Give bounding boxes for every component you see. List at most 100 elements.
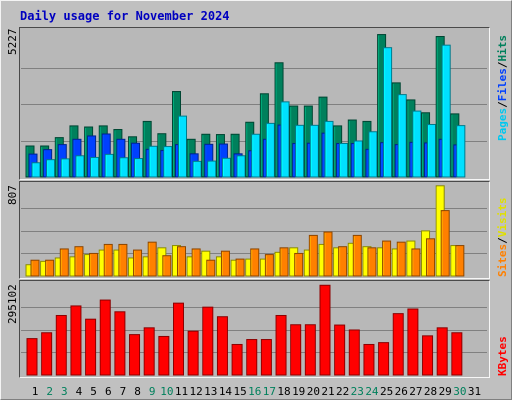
sites-bar-2: [45, 259, 55, 277]
pages-bar-24: [368, 131, 378, 178]
day-label-12: 12: [190, 385, 203, 398]
sites-bar-30: [455, 245, 465, 277]
sites-bar-15: [235, 258, 245, 277]
sites-bar-21: [323, 231, 333, 277]
day-label-7: 7: [120, 385, 127, 398]
kbytes-bar-29: [436, 327, 448, 376]
kbytes-bar-8: [129, 334, 141, 376]
sites-bar-20: [308, 234, 318, 277]
pages-bar-23: [353, 140, 363, 178]
kbytes-bar-17: [260, 339, 272, 376]
sites-bar-9: [147, 241, 157, 277]
kbytes-bar-10: [158, 335, 170, 376]
pages-bar-12: [192, 160, 202, 178]
day-label-17: 17: [263, 385, 276, 398]
sites-bar-4: [74, 246, 84, 277]
sites-bar-18: [279, 247, 289, 277]
kbytes-bar-2: [41, 332, 53, 376]
pages-bar-7: [119, 157, 129, 178]
sites-bar-8: [133, 249, 143, 277]
pages-bar-14: [221, 157, 231, 178]
day-label-25: 25: [380, 385, 393, 398]
day-label-13: 13: [204, 385, 217, 398]
pages-bar-13: [207, 160, 217, 178]
sites-bar-7: [118, 243, 128, 277]
day-label-24: 24: [365, 385, 379, 398]
kbytes-bar-7: [114, 311, 126, 376]
pages-bar-2: [46, 159, 56, 178]
pages-bar-8: [134, 158, 144, 178]
pages-bar-1: [31, 162, 41, 178]
day-label-28: 28: [424, 385, 437, 398]
pages-bar-29: [441, 44, 451, 178]
day-label-10: 10: [160, 385, 173, 398]
sites-bar-16: [250, 248, 260, 277]
kbytes-bar-9: [143, 327, 155, 376]
chart-title: Daily usage for November 2024: [20, 9, 230, 23]
day-label-4: 4: [76, 385, 83, 398]
day-label-29: 29: [439, 385, 452, 398]
sites-bar-3: [59, 248, 69, 277]
kbytes-bar-3: [55, 314, 67, 376]
sites-bar-19: [294, 252, 304, 277]
kbytes-bar-4: [70, 305, 82, 376]
day-label-22: 22: [336, 385, 349, 398]
sites-bar-28: [426, 238, 436, 277]
kbytes-bar-12: [187, 330, 199, 376]
pages-bar-26: [397, 94, 407, 178]
kbytes-bar-22: [334, 324, 346, 376]
kbytes-bar-28: [422, 335, 434, 376]
sites-bar-6: [103, 243, 113, 277]
sites-bar-24: [367, 247, 377, 277]
day-label-18: 18: [277, 385, 290, 398]
kbytes-bar-13: [202, 306, 214, 376]
sites-bar-11: [177, 246, 186, 277]
kbytes-bar-11: [173, 302, 184, 376]
day-label-21: 21: [321, 385, 334, 398]
day-label-15: 15: [233, 385, 246, 398]
day-label-6: 6: [105, 385, 112, 398]
day-label-1: 1: [32, 385, 39, 398]
day-label-5: 5: [90, 385, 97, 398]
day-label-9: 9: [149, 385, 156, 398]
pages-bar-17: [265, 122, 275, 178]
kbytes-bar-26: [392, 313, 404, 376]
pages-bar-27: [412, 110, 422, 178]
sites-bar-5: [89, 252, 99, 277]
day-label-20: 20: [307, 385, 320, 398]
kbytes-bar-1: [26, 338, 38, 376]
pages-bar-6: [104, 153, 114, 178]
pages-bar-28: [427, 123, 437, 178]
day-label-3: 3: [61, 385, 68, 398]
day-label-16: 16: [248, 385, 261, 398]
day-label-14: 14: [219, 385, 233, 398]
sites-bar-22: [338, 246, 348, 277]
day-label-27: 27: [409, 385, 422, 398]
pages-bar-3: [60, 158, 70, 178]
sites-bar-14: [220, 250, 230, 277]
kbytes-bar-21: [319, 284, 331, 376]
sites-bar-10: [162, 255, 172, 277]
day-label-11: 11: [175, 385, 188, 398]
day-label-26: 26: [395, 385, 408, 398]
sites-bar-25: [382, 240, 392, 277]
sites-bar-27: [411, 248, 421, 277]
pages-bar-30: [456, 125, 466, 178]
pages-bar-21: [324, 120, 334, 178]
pages-bar-15: [236, 155, 246, 178]
sites-bar-17: [264, 254, 274, 277]
sites-bar-29: [440, 210, 450, 277]
kbytes-bar-18: [275, 314, 287, 376]
pages-bar-9: [148, 145, 158, 178]
kbytes-bar-6: [99, 299, 111, 376]
kbytes-bar-14: [216, 316, 228, 376]
kbytes-bar-30: [451, 332, 463, 376]
day-label-19: 19: [292, 385, 305, 398]
kbytes-bar-15: [231, 343, 243, 376]
pages-bar-20: [309, 124, 319, 178]
pages-bar-18: [280, 101, 290, 178]
pages-bar-25: [383, 47, 393, 178]
sites-bar-1: [30, 259, 40, 277]
